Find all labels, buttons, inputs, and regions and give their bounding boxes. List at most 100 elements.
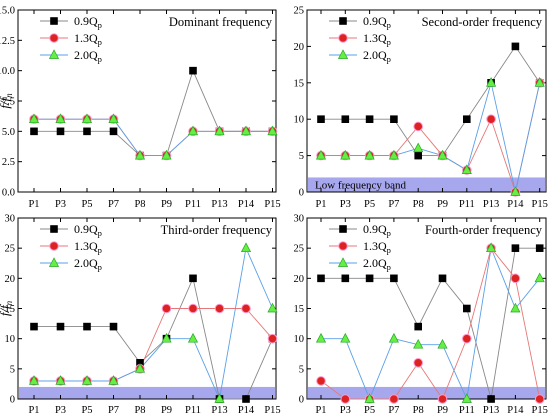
- data-point-triangle: [267, 302, 278, 313]
- legend-marker-circle: [49, 241, 59, 251]
- legend-label-subscript: p: [98, 245, 102, 255]
- y-tick-label: 0: [10, 395, 15, 406]
- data-point-triangle: [28, 375, 40, 385]
- data-point-square: [341, 115, 350, 123]
- data-point-square: [83, 322, 91, 331]
- x-tick-label: P1: [315, 405, 326, 416]
- y-tick-label: 0: [299, 395, 304, 406]
- panel-title: Third-order frequency: [161, 223, 273, 237]
- data-point-triangle: [364, 393, 375, 403]
- x-tick-label: P11: [185, 405, 201, 416]
- data-point-triangle: [315, 332, 327, 343]
- legend-marker-square: [50, 17, 58, 25]
- x-tick-label: P13: [483, 405, 499, 416]
- y-tick-label: 10: [5, 334, 16, 345]
- data-point-square: [242, 395, 250, 403]
- legend-label: 2.0Qp: [74, 256, 102, 272]
- data-point-circle: [413, 358, 424, 368]
- data-point-triangle: [134, 363, 146, 373]
- chart-panel-3: 0 5 10 15 20 25 30 P1 P3 P5 P7 P8 P9 P11 P13 P14 P15 0.9Q…: [0, 214, 281, 417]
- legend-marker-square: [339, 17, 347, 25]
- data-point-triangle: [461, 164, 472, 175]
- legend-marker-square: [339, 225, 347, 233]
- data-point-triangle: [534, 272, 545, 283]
- data-point-square: [414, 322, 422, 331]
- legend-label-subscript: p: [387, 54, 391, 64]
- y-tick-label: 12.5: [0, 36, 15, 47]
- x-tick-label: P9: [161, 405, 172, 416]
- data-point-triangle: [437, 149, 448, 160]
- y-tick-label: 20: [5, 274, 16, 285]
- data-point-circle: [462, 333, 472, 344]
- y-tick-label: 25: [294, 6, 305, 17]
- x-tick-label: P7: [388, 199, 399, 210]
- x-tick-label: P11: [459, 199, 475, 210]
- legend-label-subscript: p: [387, 37, 391, 47]
- x-tick-label: P3: [340, 199, 351, 210]
- y-tick-label: 5: [299, 151, 304, 162]
- y-tick-label: 0.0: [2, 188, 15, 199]
- y-tick-label: 30: [5, 214, 16, 225]
- series-line-1: [34, 69, 273, 157]
- data-point-triangle: [510, 186, 521, 196]
- series-line-1: [321, 45, 541, 157]
- data-point-square: [83, 127, 91, 136]
- x-tick-label: P8: [413, 199, 424, 210]
- legend-marker-circle: [338, 241, 348, 251]
- data-point-square: [189, 274, 197, 283]
- series-line-3: [321, 82, 541, 193]
- data-point-square: [535, 244, 544, 252]
- x-tick-label: P1: [28, 405, 39, 416]
- data-point-triangle: [388, 332, 399, 343]
- panel-title: Dominant frequency: [169, 15, 273, 29]
- legend-label-subscript: p: [98, 37, 102, 47]
- x-tick-label: P9: [161, 199, 172, 210]
- data-point-square: [56, 127, 65, 136]
- data-point-triangle: [187, 125, 199, 136]
- x-tick-label: P15: [264, 405, 280, 416]
- x-tick-label: P5: [81, 199, 92, 210]
- data-point-triangle: [161, 149, 172, 160]
- data-point-square: [487, 395, 495, 403]
- data-point-square: [414, 151, 422, 160]
- data-point-circle: [413, 121, 424, 132]
- legend-label: 1.3Qp: [74, 31, 102, 47]
- data-point-triangle: [364, 149, 375, 160]
- series-line-1: [321, 247, 540, 400]
- y-tick-label: 15: [294, 304, 305, 315]
- x-tick-label: P7: [388, 405, 399, 416]
- series-line-3: [34, 246, 273, 401]
- data-point-triangle: [214, 393, 225, 403]
- data-point-circle: [188, 303, 198, 314]
- data-point-triangle: [55, 113, 66, 124]
- x-tick-label: P9: [437, 199, 448, 210]
- series-line-2: [321, 82, 541, 194]
- y-axis-label: f/fn: [0, 300, 14, 316]
- data-point-triangle: [486, 77, 497, 87]
- data-point-triangle: [214, 125, 225, 136]
- data-point-square: [463, 304, 471, 313]
- data-point-triangle: [55, 375, 66, 385]
- x-tick-label: P11: [459, 405, 475, 416]
- panel-title: Second-order frequency: [422, 15, 543, 29]
- x-tick-label: P15: [532, 405, 548, 416]
- low-frequency-band: [308, 177, 545, 192]
- legend-label: 2.0Qp: [74, 48, 102, 64]
- x-tick-label: P8: [134, 199, 145, 210]
- legend-marker-circle: [338, 33, 348, 43]
- x-tick-label: P13: [211, 405, 227, 416]
- x-tick-label: P14: [238, 199, 255, 210]
- x-tick-label: P1: [28, 199, 39, 210]
- x-tick-label: P3: [55, 199, 66, 210]
- y-tick-label: 15: [5, 304, 16, 315]
- legend-label-subscript: p: [98, 228, 102, 238]
- data-point-square: [56, 322, 65, 331]
- x-tick-label: P7: [108, 405, 119, 416]
- data-point-circle: [340, 394, 351, 404]
- data-point-triangle: [461, 393, 472, 403]
- data-point-circle: [161, 303, 172, 314]
- y-tick-label: 5: [299, 364, 304, 375]
- data-point-triangle: [413, 142, 424, 153]
- legend-label: 2.0Qp: [363, 256, 391, 272]
- data-point-triangle: [437, 338, 448, 349]
